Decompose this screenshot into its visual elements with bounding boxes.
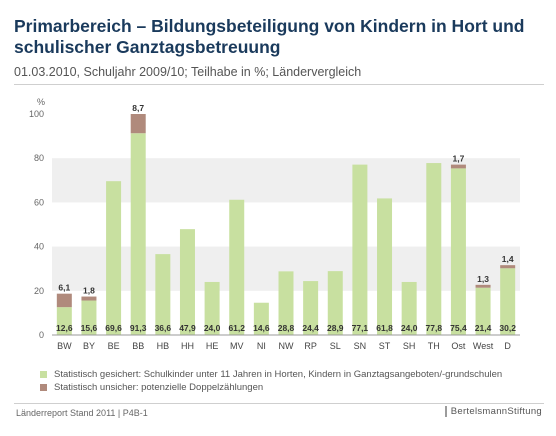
x-tick-label: HH [181, 341, 194, 351]
x-tick-label: MV [230, 341, 244, 351]
bar-gesichert-NI [253, 302, 269, 335]
data-label-gesichert: 36,6 [155, 323, 172, 333]
data-labels: 6,1 12,6 1,8 15,6 69,6 8,7 91,3 36,6 47,9 24,0 61,… [56, 103, 516, 333]
bar-gesichert-RP [303, 281, 319, 335]
data-label-gesichert: 12,6 [56, 323, 73, 333]
x-tick-label: BY [83, 341, 95, 351]
legend-swatch-unsicher [40, 384, 47, 391]
bar-gesichert-West [475, 287, 491, 335]
x-tick-label: West [473, 341, 494, 351]
legend-item-gesichert: Statistisch gesichert: Schulkinder unter… [40, 368, 502, 381]
data-label-gesichert: 28,8 [278, 323, 295, 333]
data-label-gesichert: 77,8 [426, 323, 443, 333]
data-label-unsicher: 1,3 [477, 274, 489, 284]
y-tick-label: 40 [34, 242, 44, 252]
bar-gesichert-BY [81, 300, 97, 335]
data-label-gesichert: 77,1 [352, 323, 369, 333]
x-tick-label: D [504, 341, 511, 351]
x-tick-label: SL [330, 341, 341, 351]
data-label-gesichert: 30,2 [499, 323, 516, 333]
data-label-unsicher: 1,4 [502, 254, 514, 264]
brand-logo: BertelsmannStiftung [444, 406, 542, 417]
bar-gesichert-HB [155, 254, 171, 335]
bar-unsicher-Ost [450, 164, 466, 169]
x-tick-label: SH [403, 341, 416, 351]
x-tick-label: SN [354, 341, 367, 351]
data-label-gesichert: 75,4 [450, 323, 467, 333]
bar-gesichert-HE [204, 281, 220, 335]
bar-unsicher-West [475, 284, 491, 288]
bar-gesichert-MV [229, 199, 245, 335]
grid-band [52, 158, 520, 203]
data-label-unsicher: 6,1 [58, 283, 70, 293]
data-label-unsicher: 1,8 [83, 286, 95, 296]
bar-gesichert-SH [401, 281, 417, 335]
x-tick-label: TH [428, 341, 440, 351]
data-label-unsicher: 8,7 [132, 103, 144, 113]
data-label-gesichert: 61,8 [376, 323, 393, 333]
legend-swatch-gesichert [40, 371, 47, 378]
top-divider [14, 84, 544, 85]
legend-item-unsicher: Statistisch unsicher: potenzielle Doppel… [40, 381, 502, 394]
data-label-unsicher: 1,7 [453, 154, 465, 164]
data-label-gesichert: 15,6 [81, 323, 98, 333]
bar-gesichert-HH [179, 229, 195, 335]
legend: Statistisch gesichert: Schulkinder unter… [40, 368, 502, 394]
y-tick-label: 20 [34, 286, 44, 296]
chart-subtitle: 01.03.2010, Schuljahr 2009/10; Teilhabe … [14, 65, 362, 79]
bar-gesichert-ST [377, 198, 393, 335]
bar-chart: % 0 20 40 60 80 100 6,1 12,6 1,8 15,6 69,6 8,7 91,3 3… [29, 97, 520, 351]
x-tick-label: RP [304, 341, 317, 351]
bar-gesichert-NW [278, 271, 294, 335]
data-label-gesichert: 91,3 [130, 323, 147, 333]
x-tick-label: NI [257, 341, 266, 351]
source-note: Länderreport Stand 2011 | P4B-1 [16, 408, 148, 418]
bar-gesichert-D [500, 268, 516, 335]
bar-gesichert-BW [56, 307, 72, 335]
x-tick-label: NW [279, 341, 294, 351]
legend-label-unsicher: Statistisch unsicher: potenzielle Doppel… [54, 382, 264, 393]
bar-gesichert-TH [426, 163, 442, 335]
x-tick-label: HE [206, 341, 219, 351]
x-tick-label: HB [157, 341, 170, 351]
bar-unsicher-BB [130, 114, 146, 134]
bar-unsicher-BY [81, 296, 97, 301]
data-label-gesichert: 14,6 [253, 323, 270, 333]
x-tick-label: ST [379, 341, 391, 351]
data-label-gesichert: 24,4 [302, 323, 319, 333]
data-label-gesichert: 69,6 [105, 323, 122, 333]
x-tick-label: BW [57, 341, 72, 351]
y-tick-label: 80 [34, 153, 44, 163]
data-label-gesichert: 47,9 [179, 323, 196, 333]
y-axis-unit: % [37, 97, 45, 107]
y-tick-label: 0 [39, 330, 44, 340]
bottom-divider [14, 403, 544, 404]
data-label-gesichert: 28,9 [327, 323, 344, 333]
bar-gesichert-SL [327, 271, 343, 335]
bar-gesichert-SN [352, 164, 368, 335]
y-axis: % 0 20 40 60 80 100 [29, 97, 45, 340]
bar-gesichert-BB [130, 133, 146, 335]
x-tick-label: BB [132, 341, 144, 351]
y-tick-label: 100 [29, 109, 44, 119]
bars [56, 114, 516, 335]
legend-label-gesichert: Statistisch gesichert: Schulkinder unter… [54, 369, 503, 380]
bar-gesichert-Ost [450, 168, 466, 335]
y-tick-label: 60 [34, 197, 44, 207]
data-label-gesichert: 24,0 [204, 323, 221, 333]
data-label-gesichert: 24,0 [401, 323, 418, 333]
bar-unsicher-BW [56, 293, 72, 308]
bar-gesichert-BE [106, 181, 122, 335]
chart-title: Primarbereich – Bildungsbeteiligung von … [14, 16, 525, 57]
x-tick-label: BE [108, 341, 120, 351]
data-label-gesichert: 21,4 [475, 323, 492, 333]
bar-unsicher-D [500, 265, 516, 269]
grid-bands [52, 158, 520, 291]
data-label-gesichert: 61,2 [228, 323, 245, 333]
x-axis: BW BY BE BB HB HH HE MV NI NW RP SL SN ST SH TH Ost West D [52, 334, 520, 351]
x-tick-label: Ost [451, 341, 466, 351]
